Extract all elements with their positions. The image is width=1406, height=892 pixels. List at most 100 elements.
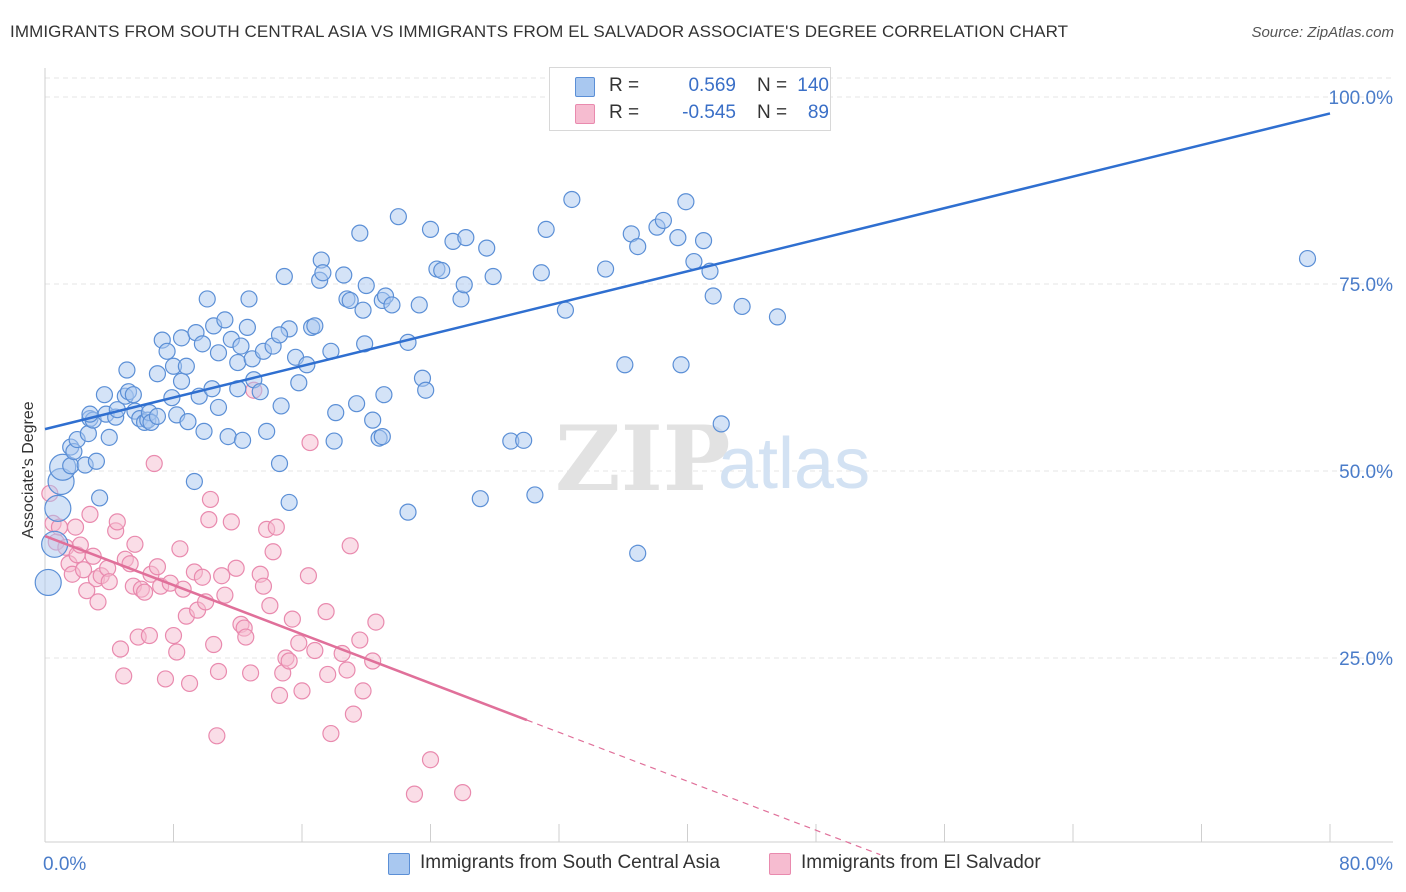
data-point	[124, 386, 142, 404]
chart-title: IMMIGRANTS FROM SOUTH CENTRAL ASIA VS IM…	[10, 22, 1069, 41]
data-point	[537, 220, 555, 238]
trend-line-el-salvador	[44, 534, 528, 722]
data-point	[325, 432, 343, 450]
data-point	[258, 422, 276, 440]
chart-source: Source: ZipAtlas.com	[1251, 24, 1394, 41]
data-point	[421, 751, 440, 769]
data-point	[233, 431, 252, 449]
data-point	[171, 540, 189, 558]
data-point	[205, 635, 223, 654]
data-point	[209, 398, 228, 417]
data-point	[201, 490, 220, 509]
data-point	[95, 386, 114, 404]
n-value: 140	[797, 75, 829, 96]
data-point	[375, 386, 393, 404]
data-point	[62, 457, 80, 475]
data-point	[177, 357, 195, 375]
data-point	[91, 489, 109, 507]
data-point	[270, 326, 289, 344]
data-point	[254, 577, 273, 595]
data-point	[433, 261, 451, 280]
grid-lines	[45, 77, 1393, 659]
data-point	[195, 422, 213, 440]
r-value: 0.569	[688, 75, 736, 96]
data-point	[242, 664, 260, 682]
data-point	[209, 662, 228, 681]
data-point	[293, 682, 311, 700]
data-point	[238, 318, 256, 336]
data-point	[135, 583, 154, 601]
data-point	[240, 290, 258, 308]
data-point	[629, 544, 647, 562]
data-point	[111, 640, 130, 658]
data-point	[237, 628, 255, 646]
data-point	[341, 537, 359, 555]
data-point	[213, 567, 231, 585]
data-point	[654, 211, 673, 230]
n-value: 89	[807, 102, 829, 123]
legend-swatch-blue	[575, 77, 595, 97]
data-point	[267, 518, 285, 536]
data-point	[314, 264, 332, 282]
data-point	[373, 427, 391, 446]
data-point	[272, 397, 290, 415]
data-point	[283, 610, 301, 628]
data-point	[669, 229, 687, 247]
data-point	[405, 785, 424, 803]
data-point	[280, 652, 298, 670]
legend-swatch-blue	[388, 853, 410, 875]
data-point	[532, 264, 550, 282]
data-point	[677, 193, 695, 211]
data-point	[168, 643, 186, 661]
data-point	[367, 613, 385, 631]
n-label: N =	[757, 75, 788, 96]
data-point	[172, 329, 191, 347]
data-point	[515, 431, 533, 449]
trend-line-el-salvador-extension	[526, 719, 881, 856]
data-point	[616, 356, 634, 374]
data-point	[317, 603, 335, 621]
data-point	[319, 665, 337, 684]
data-point	[208, 727, 226, 745]
data-point	[219, 427, 237, 446]
data-point	[556, 301, 575, 319]
r-value: -0.545	[682, 102, 736, 123]
data-point	[354, 682, 372, 700]
data-point	[306, 317, 324, 335]
stats-legend: R = 0.569 N = 140 R = -0.545 N = 89	[549, 67, 831, 131]
data-point	[351, 631, 369, 649]
watermark: ZIP atlas	[555, 406, 870, 512]
data-point	[306, 641, 324, 660]
data-point	[145, 454, 163, 473]
data-point	[452, 290, 470, 308]
data-point	[478, 239, 496, 257]
data-point	[115, 667, 133, 685]
data-point	[148, 407, 167, 425]
r-label: R =	[609, 102, 640, 123]
data-point	[484, 267, 502, 286]
legend-swatch-pink	[769, 853, 791, 875]
tick-labels: 25.0% 50.0% 75.0% 100.0% 0.0% 80.0%	[43, 88, 1393, 875]
data-point	[179, 413, 197, 431]
y-tick-label: 100.0%	[1329, 88, 1394, 109]
data-point	[526, 486, 544, 504]
data-point	[261, 597, 279, 615]
data-point	[87, 452, 106, 470]
data-point	[193, 335, 212, 353]
data-point	[704, 287, 722, 305]
data-point	[193, 568, 212, 586]
data-point	[301, 433, 319, 452]
data-point	[357, 276, 375, 295]
data-point	[280, 493, 298, 512]
data-point	[563, 190, 581, 209]
data-point	[216, 311, 234, 329]
data-point	[270, 686, 289, 705]
data-point	[229, 353, 247, 372]
trend-lines	[44, 112, 1331, 856]
data-point	[156, 670, 175, 688]
data-point	[148, 558, 167, 576]
data-point	[140, 626, 159, 645]
data-point	[118, 361, 136, 379]
data-point	[78, 582, 96, 600]
